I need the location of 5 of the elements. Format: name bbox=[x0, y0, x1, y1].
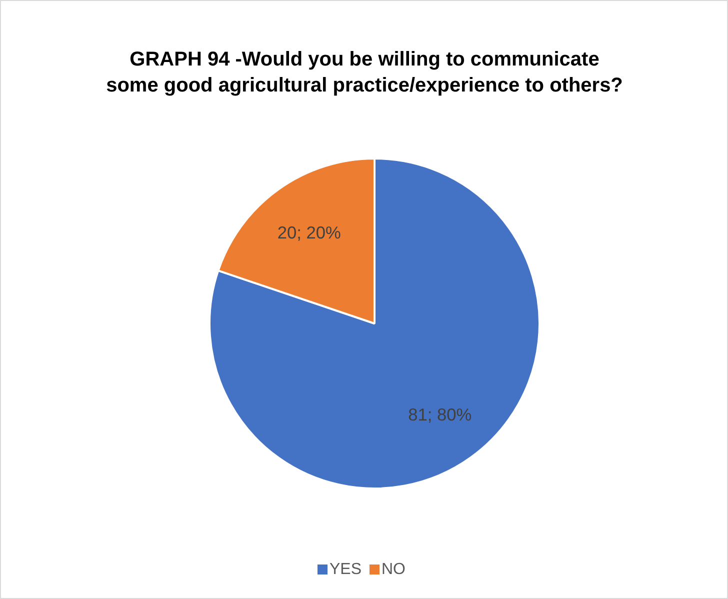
chart-title: GRAPH 94 -Would you be willing to communicate some good agricultural practice/experience to others? bbox=[106, 48, 623, 97]
legend-label: NO bbox=[382, 561, 406, 578]
legend-label: YES bbox=[330, 561, 362, 578]
data-label: 81; 80% bbox=[408, 404, 472, 425]
data-label: 20; 20% bbox=[277, 222, 341, 242]
